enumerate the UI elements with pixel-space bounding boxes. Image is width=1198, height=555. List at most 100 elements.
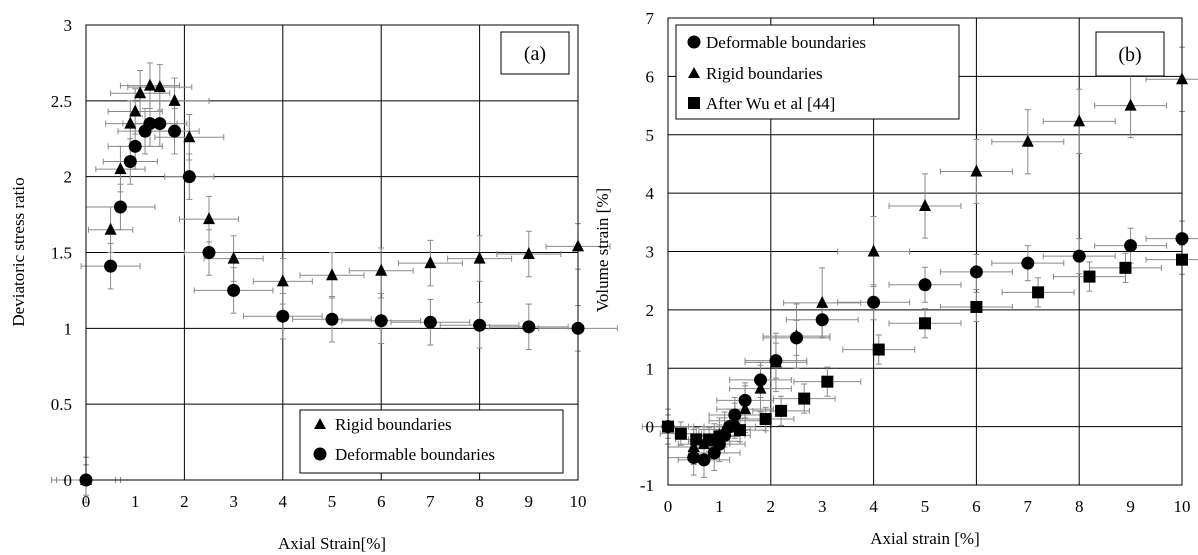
data-point-circle xyxy=(1021,256,1035,270)
data-point-circle xyxy=(113,200,127,214)
panel-label-box-b xyxy=(1095,31,1165,77)
y-tick-label: 0 xyxy=(646,418,655,437)
data-point-circle xyxy=(815,313,829,327)
data-point-triangle xyxy=(227,251,240,264)
legend-entry-b-0: Deformable boundaries xyxy=(706,33,866,52)
x-tick-label: 3 xyxy=(229,492,238,511)
legend-box-a xyxy=(299,409,564,474)
legend-entry-a-0: Rigid boundaries xyxy=(335,415,452,434)
x-tick-label: 7 xyxy=(1024,497,1033,516)
data-point-square xyxy=(713,430,726,443)
y-tick-label: 1 xyxy=(646,359,655,378)
data-point-triangle xyxy=(276,274,289,287)
y-tick-label: 2.5 xyxy=(51,92,72,111)
x-tick-label: 9 xyxy=(1126,497,1135,516)
data-point-square xyxy=(775,404,788,417)
data-point-circle xyxy=(276,309,290,323)
data-point-circle xyxy=(969,265,983,279)
legend-a: Rigid boundaries Deformable boundaries xyxy=(299,409,564,474)
data-point-circle xyxy=(123,155,137,168)
panel-label-a: (a) xyxy=(524,43,546,65)
data-point-square xyxy=(690,433,703,446)
markers-b xyxy=(661,72,1189,467)
legend-marker-circle-a xyxy=(313,447,327,461)
y-tick-label: 3 xyxy=(64,16,73,35)
data-point-triangle xyxy=(153,80,166,93)
y-tick-label: 1.5 xyxy=(51,244,72,263)
data-point-triangle xyxy=(375,263,388,276)
data-point-circle xyxy=(522,320,536,334)
y-tick-label: 2 xyxy=(646,301,655,320)
x-tick-label: 1 xyxy=(715,497,724,516)
data-point-circle xyxy=(867,295,881,309)
y-tick-label: 1 xyxy=(64,319,73,338)
data-point-triangle xyxy=(970,164,983,177)
legend-entry-b-2: After Wu et al [44] xyxy=(706,94,835,113)
data-point-triangle xyxy=(168,93,181,106)
data-point-circle xyxy=(104,259,118,273)
y-tick-label: 3 xyxy=(646,243,655,262)
y-tick-labels-a: 0 0.5 1 1.5 2 2.5 3 xyxy=(51,16,72,490)
data-point-triangle xyxy=(728,413,741,426)
plot-frame-a xyxy=(85,24,579,481)
x-tick-label: 8 xyxy=(1075,497,1084,516)
data-point-triangle xyxy=(203,212,215,225)
data-point-square xyxy=(1083,270,1096,283)
x-tick-labels-b: 0 1 2 3 4 5 6 7 8 9 10 xyxy=(664,497,1191,516)
x-tick-label: 2 xyxy=(767,497,776,516)
data-point-circle xyxy=(697,453,711,467)
data-point-circle xyxy=(325,312,339,326)
y-tick-label: 0 xyxy=(64,471,73,490)
x-tick-label: 0 xyxy=(82,492,91,511)
x-tick-label: 2 xyxy=(180,492,189,511)
data-point-square xyxy=(798,392,811,405)
data-point-circle xyxy=(918,278,932,292)
data-point-triangle xyxy=(124,116,137,129)
x-tick-label: 10 xyxy=(570,492,587,511)
data-point-circle xyxy=(687,451,701,465)
legend-b: Deformable boundaries Rigid boundaries A… xyxy=(675,24,960,120)
data-point-triangle xyxy=(739,402,752,415)
legend-box-b xyxy=(675,24,960,120)
data-point-triangle xyxy=(326,268,338,281)
x-tick-label: 8 xyxy=(475,492,484,511)
data-point-triangle xyxy=(114,162,127,175)
data-point-square xyxy=(1032,286,1045,299)
x-axis-label-b: Axial strain [%] xyxy=(870,529,980,548)
data-point-triangle xyxy=(1021,134,1034,147)
data-point-triangle xyxy=(104,222,117,235)
data-point-triangle xyxy=(143,78,156,91)
x-tick-label: 3 xyxy=(818,497,827,516)
data-point-circle xyxy=(143,117,157,131)
y-tick-label: -1 xyxy=(640,476,654,495)
y-axis-label-a: Deviatoric stress ratio xyxy=(9,177,28,326)
panel-label-b: (b) xyxy=(1118,44,1141,66)
data-point-triangle xyxy=(183,130,196,143)
data-point-triangle xyxy=(754,381,767,394)
legend-marker-triangle-a xyxy=(314,418,326,429)
x-tick-label: 0 xyxy=(664,497,673,516)
data-point-triangle xyxy=(134,86,147,99)
data-point-triangle xyxy=(919,198,931,211)
legend-marker-circle-b xyxy=(687,35,701,49)
data-point-circle xyxy=(227,283,241,297)
data-point-circle xyxy=(153,117,167,131)
x-tick-label: 4 xyxy=(869,497,878,516)
data-point-triangle xyxy=(790,329,803,342)
data-point-square xyxy=(674,427,687,440)
data-point-circle xyxy=(754,373,768,387)
y-tick-label: 4 xyxy=(646,184,655,203)
x-tick-label: 6 xyxy=(972,497,981,516)
y-tick-labels-b: -1 0 1 2 3 4 5 6 7 xyxy=(640,9,655,495)
data-point-circle xyxy=(1124,239,1138,253)
data-point-triangle xyxy=(1073,114,1086,127)
y-tick-label: 5 xyxy=(646,126,655,145)
data-point-square xyxy=(872,343,885,356)
data-point-triangle xyxy=(522,247,535,260)
data-point-circle xyxy=(473,318,487,332)
data-point-triangle xyxy=(769,355,782,368)
data-point-square xyxy=(703,433,716,446)
data-point-circle xyxy=(202,246,216,259)
x-tick-label: 5 xyxy=(921,497,930,516)
